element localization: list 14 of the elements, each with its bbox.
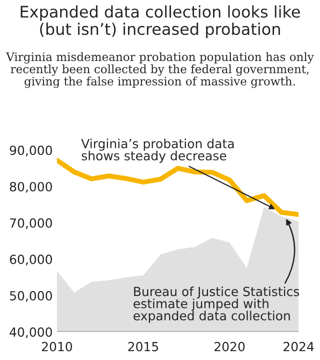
annotation: Bureau of Justice Statistics estimate jumped with expanded data collection <box>134 286 300 323</box>
chart-subtitle: Virginia misdemeanor probation population has only recently been collected by the federal government, giving the false impression of massive growth. <box>6 52 314 88</box>
y-tick-label: 40,000 <box>10 327 52 338</box>
y-tick-label: 90,000 <box>10 146 52 156</box>
y-tick-label: 60,000 <box>10 254 52 266</box>
x-tick-label: 2024 <box>284 342 314 352</box>
y-tick-label: 70,000 <box>10 218 52 230</box>
y-tick-label: 80,000 <box>10 182 52 193</box>
annotation: Virginia’s probation data shows steady decrease <box>81 138 234 163</box>
x-tick-label: 2015 <box>128 342 158 352</box>
chart-title: Expanded data collection looks like (but isn’t) increased probation <box>20 5 300 38</box>
y-tick-label: 50,000 <box>10 291 52 302</box>
x-tick-label: 2010 <box>42 342 72 352</box>
x-tick-label: 2020 <box>214 342 245 352</box>
